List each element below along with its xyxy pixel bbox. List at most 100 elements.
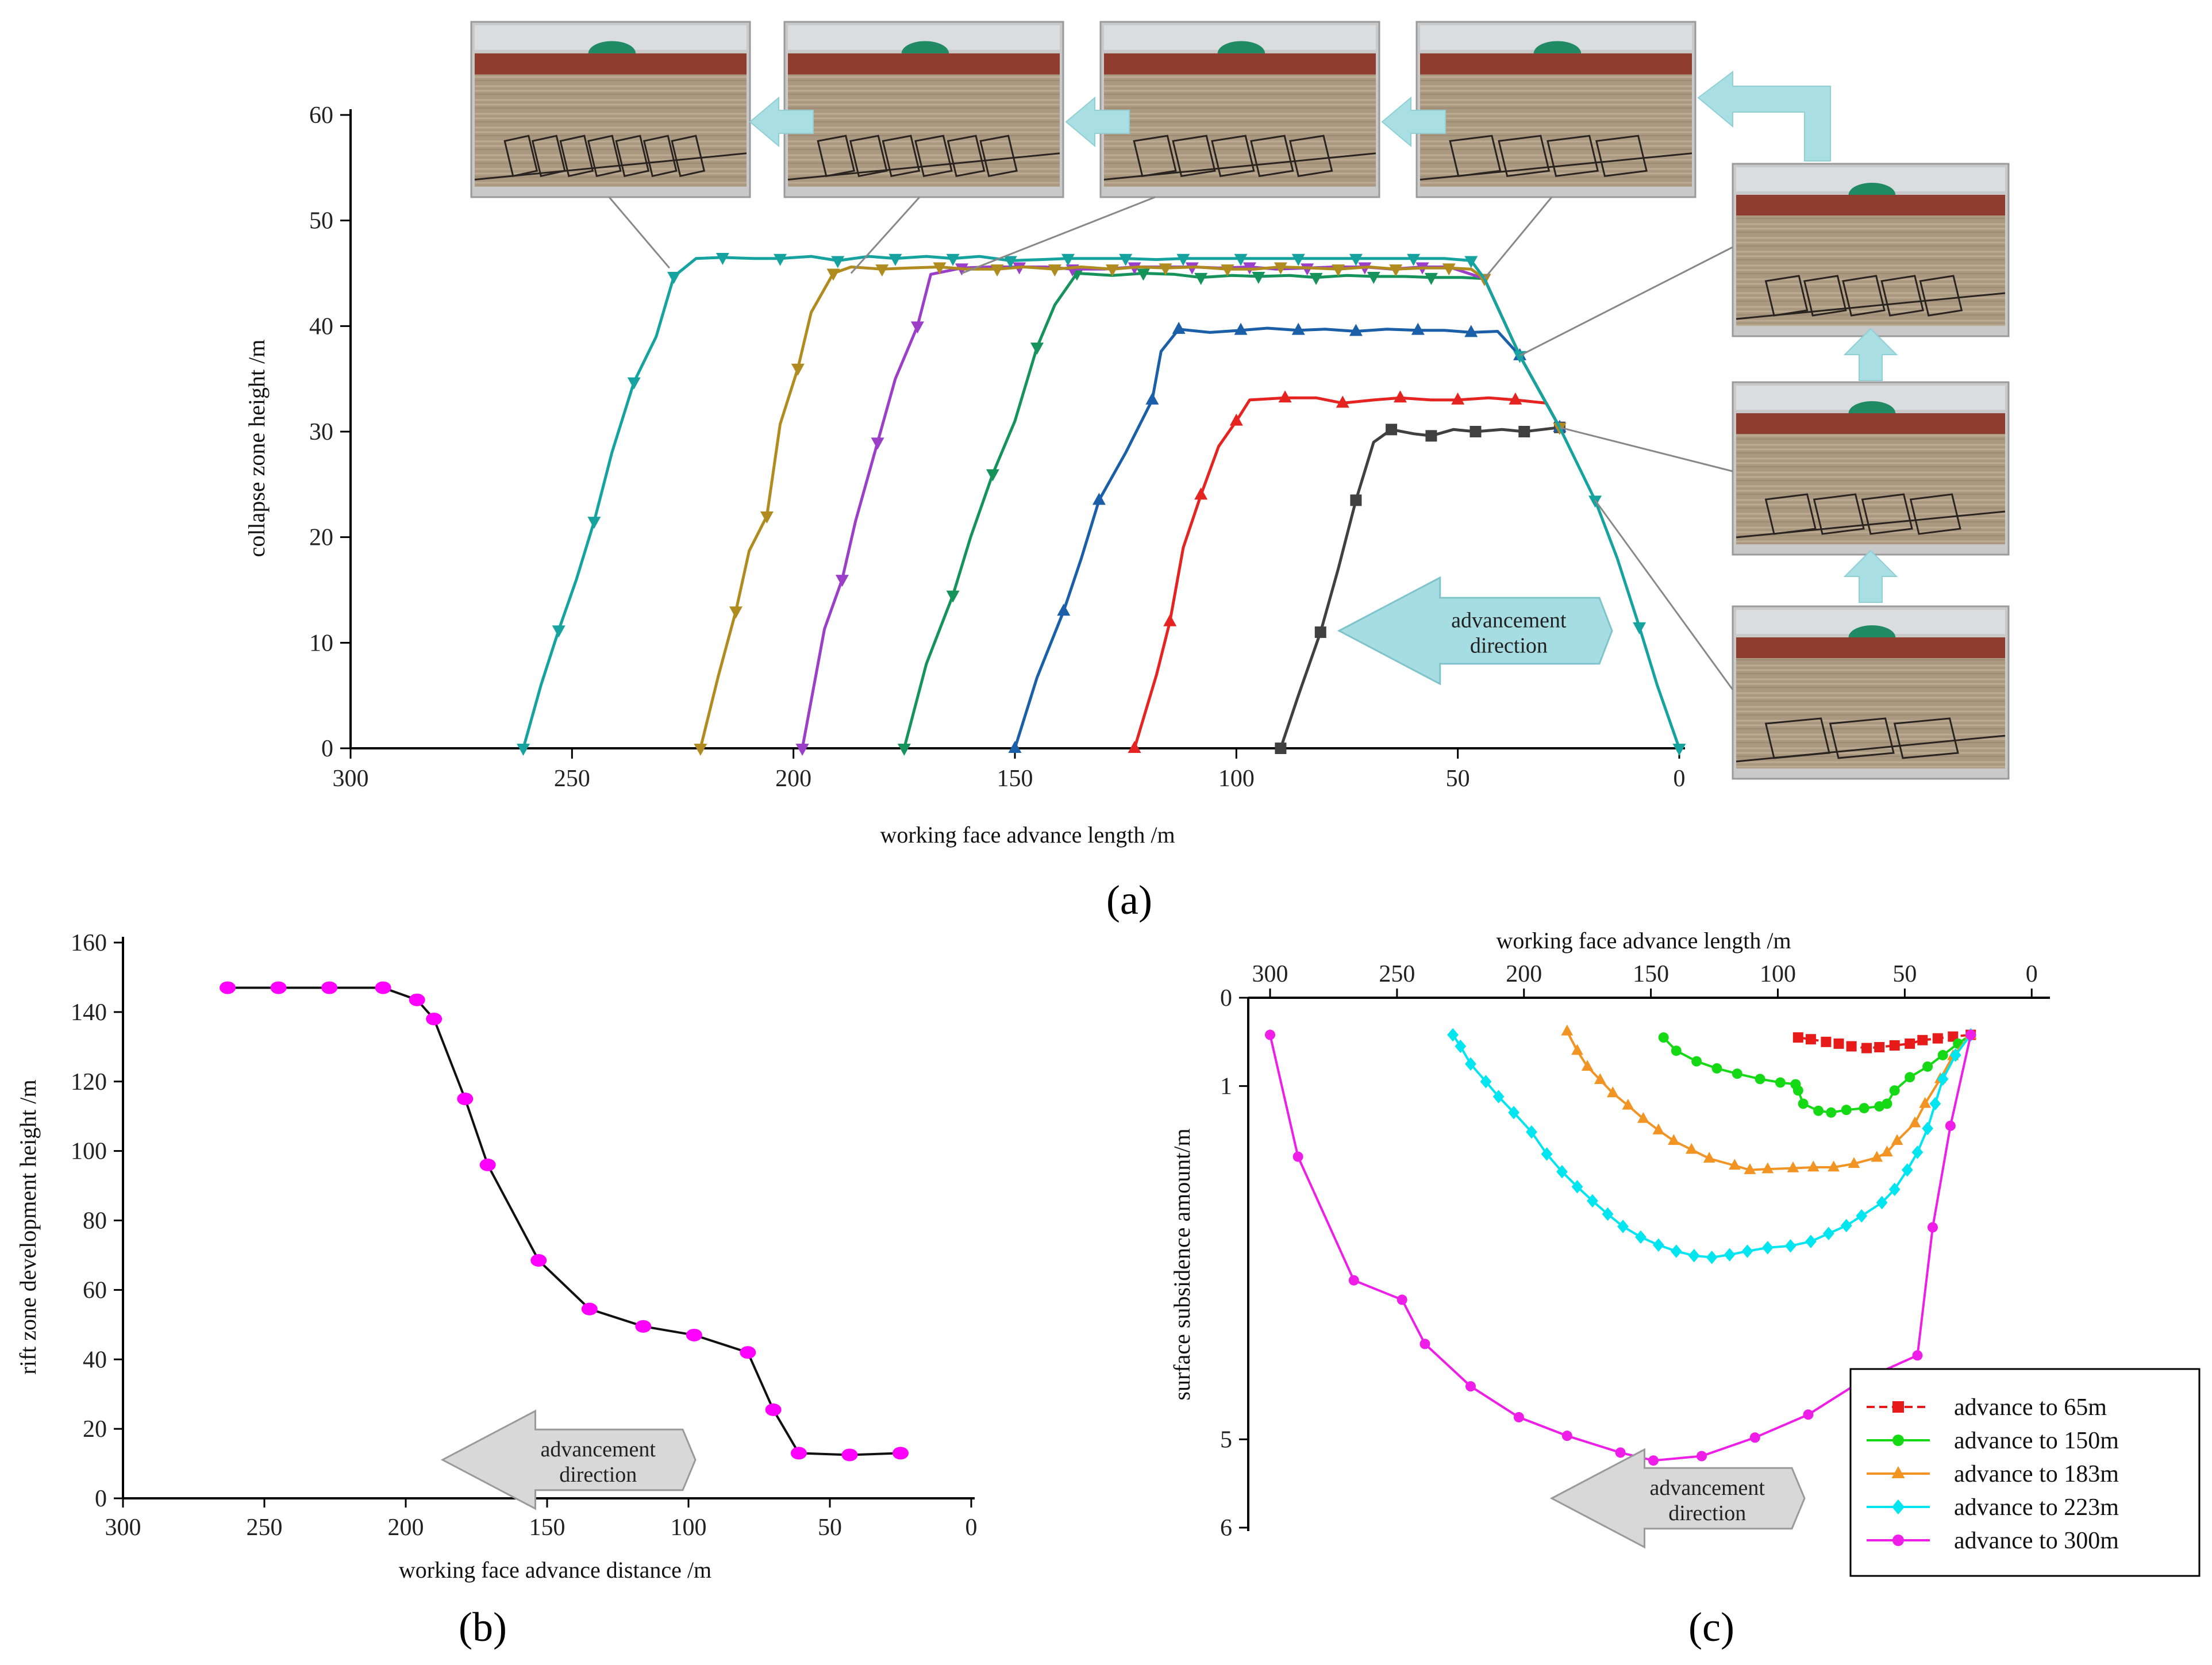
top-photo-3-seam — [1103, 152, 1376, 180]
c-series-marker-2 — [1658, 1032, 1669, 1043]
b-series-marker — [765, 1403, 782, 1416]
c-legend-marker-4 — [1892, 1499, 1905, 1514]
c-series-marker-3 — [1891, 1134, 1903, 1145]
a-series-marker-4 — [1252, 272, 1265, 284]
c-series-group — [1265, 1024, 1977, 1466]
b-x-tick-label: 0 — [965, 1514, 978, 1541]
a-series-marker-3 — [1234, 322, 1248, 335]
c-series-marker-3 — [1668, 1134, 1680, 1145]
c-series-marker-3 — [1561, 1024, 1574, 1036]
c-series-marker-2 — [1792, 1085, 1803, 1096]
c-series-marker-4 — [1888, 1182, 1901, 1197]
c-legend-label-5: advance to 300m — [1954, 1528, 2119, 1554]
top-photo-2 — [783, 21, 1064, 198]
a-series-marker-6 — [729, 606, 743, 619]
c-series-marker-4 — [1556, 1165, 1568, 1179]
a-series-marker-1 — [1350, 494, 1362, 506]
a-series-marker-6 — [1221, 264, 1234, 277]
c-series-marker-4 — [1447, 1028, 1459, 1042]
c-series-marker-3 — [1787, 1161, 1799, 1172]
b-x-tick-label: 100 — [671, 1514, 707, 1541]
c-series-marker-4 — [1901, 1163, 1913, 1177]
a-series-marker-2 — [1393, 390, 1407, 403]
a-x-tick-label: 250 — [554, 766, 590, 792]
b-series-marker — [530, 1254, 547, 1267]
a-series-marker-6 — [1274, 262, 1287, 275]
c-series-marker-1 — [1805, 1034, 1816, 1045]
b-advancement-arrow-text-2: direction — [559, 1463, 637, 1487]
photo-arrow-up-2 — [1843, 549, 1898, 603]
side-photo-3-haze — [1736, 658, 2005, 768]
a-y-tick-label: 10 — [309, 630, 333, 656]
a-series-marker-7 — [1464, 256, 1478, 268]
a-series-marker-6 — [826, 268, 840, 281]
c-series-marker-1 — [1821, 1036, 1832, 1047]
a-x-tick-label: 200 — [775, 766, 811, 792]
c-series-marker-4 — [1922, 1121, 1934, 1136]
b-y-tick-label: 0 — [95, 1486, 107, 1512]
a-series-marker-6 — [1332, 264, 1345, 277]
a-series-marker-1 — [1469, 426, 1482, 437]
top-photo-4-haze — [1420, 74, 1692, 187]
side-photo-3-strata — [1736, 658, 2005, 768]
top-photo-2-dome — [901, 41, 949, 53]
c-series-marker-2 — [1937, 1049, 1948, 1060]
c-legend-marker-5 — [1892, 1535, 1904, 1546]
c-series-marker-5 — [1561, 1431, 1572, 1441]
side-photo-2-crack — [1909, 493, 1961, 535]
c-series-marker-2 — [1691, 1056, 1702, 1067]
b-series-marker — [409, 993, 425, 1006]
a-advancement-arrow-text-1: advancement — [1451, 609, 1567, 633]
a-x-tick-label: 150 — [997, 766, 1033, 792]
top-photo-2-strata — [788, 74, 1060, 187]
b-x-axis-title: working face advance distance /m — [399, 1557, 711, 1583]
c-series-marker-3 — [1729, 1159, 1741, 1170]
a-series-marker-2 — [1163, 614, 1177, 626]
top-photo-4-crack — [1449, 134, 1502, 178]
c-series-marker-4 — [1635, 1230, 1647, 1244]
a-series-marker-6 — [694, 744, 707, 756]
a-series-line-1 — [1279, 426, 1560, 749]
b-advancement-arrow — [440, 1409, 697, 1510]
top-photo-1-crack — [615, 134, 650, 178]
a-series-marker-5 — [835, 575, 849, 587]
a-series-marker-3 — [1057, 603, 1071, 616]
c-series-marker-5 — [1927, 1222, 1938, 1233]
a-y-tick-label: 30 — [309, 419, 333, 445]
a-series-marker-2 — [1451, 392, 1465, 405]
c-series-marker-4 — [1741, 1244, 1753, 1258]
c-series-marker-3 — [1744, 1163, 1756, 1174]
c-series-marker-4 — [1761, 1241, 1774, 1255]
c-legend-marker-2 — [1892, 1435, 1904, 1446]
side-photo-1-dome — [1848, 183, 1896, 195]
a-series-line-6 — [699, 266, 1561, 749]
b-x-tick-label: 50 — [818, 1514, 842, 1541]
b-series-line — [228, 986, 901, 1456]
side-photo-3 — [1732, 605, 2010, 780]
c-series-marker-5 — [1749, 1432, 1760, 1443]
c-x-tick-label: 100 — [1760, 961, 1796, 987]
panel-b-rift-chart: 0 20 40 60 80 100 120 140 160 300 250 200 150 100 50 0 w… — [15, 930, 978, 1650]
top-photo-4-dome — [1533, 41, 1582, 53]
b-series-marker — [220, 981, 236, 994]
a-series-marker-6 — [1048, 264, 1061, 277]
a-series-marker-7 — [1234, 253, 1248, 266]
photo-leader-2 — [850, 196, 921, 274]
c-series-marker-4 — [1508, 1106, 1519, 1120]
c-series-marker-5 — [1615, 1447, 1626, 1458]
panel-a-collapse-chart: 0 10 20 30 40 50 60 300 250 200 150 100 50 0 working f… — [244, 102, 1686, 923]
c-series-marker-4 — [1840, 1218, 1852, 1233]
c-x-tick-label: 150 — [1633, 961, 1669, 987]
c-legend-label-4: advance to 223m — [1954, 1494, 2119, 1521]
photo-leader-4 — [1483, 197, 1553, 279]
top-photo-3-crack — [1288, 134, 1333, 178]
b-series-marker — [686, 1328, 702, 1341]
a-series-marker-4 — [986, 469, 999, 482]
a-series-marker-6 — [875, 264, 889, 277]
a-series-marker-3 — [1464, 325, 1478, 337]
c-advancement-arrow — [1549, 1448, 1806, 1549]
c-series-marker-1 — [1792, 1032, 1803, 1043]
c-series-marker-5 — [1945, 1120, 1956, 1131]
top-photo-1-crack — [643, 134, 678, 178]
